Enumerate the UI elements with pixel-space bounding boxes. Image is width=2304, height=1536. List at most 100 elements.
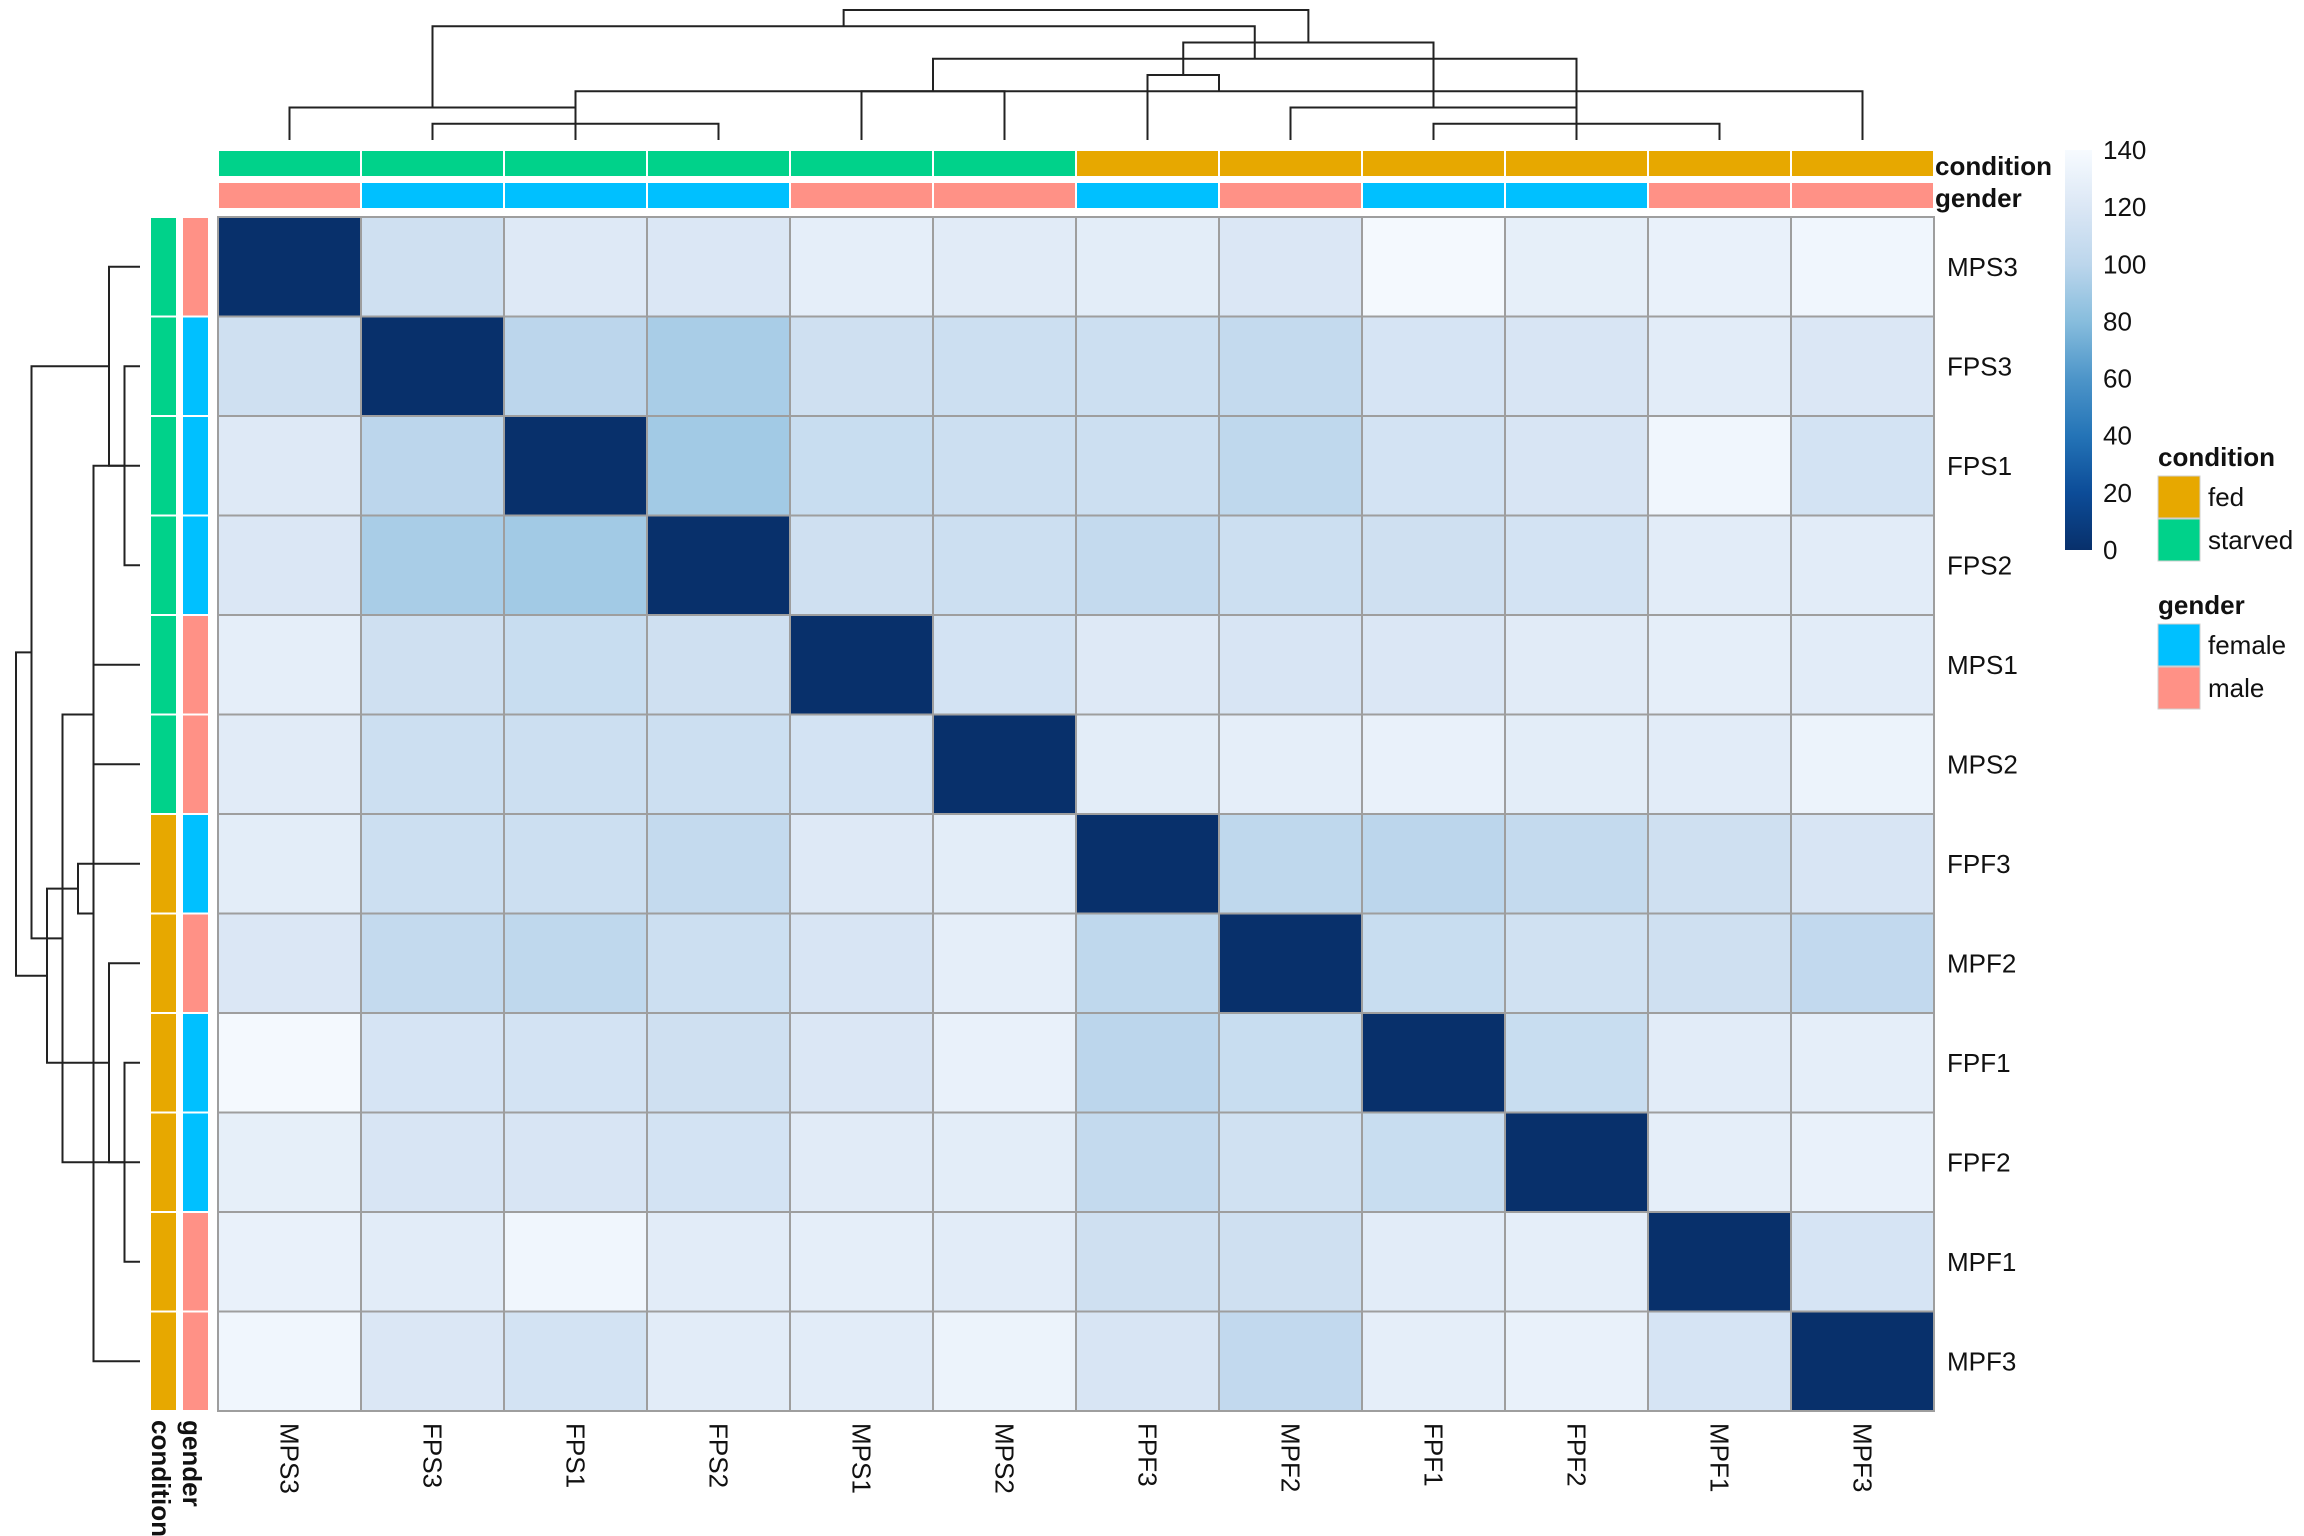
condition-row-anno-title: condition (146, 1420, 176, 1536)
heatmap-cell (1361, 415, 1506, 517)
condition-row-anno-cell (149, 1211, 178, 1313)
heatmap-cell (217, 1012, 362, 1114)
heatmap-cell (646, 514, 791, 616)
heatmap-cell (1790, 1211, 1935, 1313)
heatmap-cell (503, 713, 648, 815)
color-scale-legend: 0 20 40 60 80 100 120 140 (2065, 135, 2146, 565)
heatmap-cell (1361, 315, 1506, 417)
gender-column-anno-cell (646, 181, 791, 210)
row-label: MPS2 (1947, 749, 2018, 779)
heatmap-cell (1504, 1012, 1649, 1114)
heatmap-cell (360, 415, 505, 517)
heatmap-cell (217, 813, 362, 915)
condition-row-anno-cell (149, 1310, 178, 1412)
color-scale-tick-label: 80 (2103, 306, 2132, 336)
heatmap-cell (789, 514, 934, 616)
heatmap-cell (1218, 1310, 1363, 1412)
heatmap-cell (1075, 1310, 1220, 1412)
heatmap-cell (360, 1211, 505, 1313)
heatmap-cell (789, 415, 934, 517)
heatmap-cell (932, 514, 1077, 616)
gender-column-anno-cell (217, 181, 362, 210)
heatmap-cell (1218, 1111, 1363, 1213)
heatmap-cell (1790, 614, 1935, 716)
gender-column-anno-cell (1504, 181, 1649, 210)
heatmap-cell (360, 1012, 505, 1114)
gender-row-anno-cell (181, 1310, 210, 1412)
heatmap-cell (503, 1310, 648, 1412)
heatmap-cell (789, 813, 934, 915)
heatmap-cell (1218, 514, 1363, 616)
heatmap-cell (646, 315, 791, 417)
heatmap-cell (1647, 912, 1792, 1014)
heatmap-cell (646, 912, 791, 1014)
heatmap-cell (360, 912, 505, 1014)
heatmap-cell (503, 1211, 648, 1313)
heatmap-cell (932, 1012, 1077, 1114)
column-dendrogram-branch (842, 9, 1310, 43)
row-dendrogram-branch (15, 651, 47, 977)
gender-column-anno-title: gender (1935, 183, 2022, 213)
heatmap-cell (217, 1211, 362, 1313)
heatmap-cell (1504, 912, 1649, 1014)
heatmap-cell (646, 813, 791, 915)
heatmap-cell (217, 315, 362, 417)
gender-row-anno-cell (181, 1211, 210, 1313)
condition-row-anno-cell (149, 415, 178, 517)
heatmap-cell (1361, 614, 1506, 716)
heatmap-cell (1504, 1310, 1649, 1412)
column-label: MPS1 (847, 1423, 877, 1494)
heatmap-cell (360, 1310, 505, 1412)
heatmap-cell (217, 415, 362, 517)
condition-column-anno-cell (646, 149, 791, 178)
heatmap-cell (1075, 813, 1220, 915)
heatmap-cell (932, 912, 1077, 1014)
condition-legend: condition fed starved (2157, 442, 2293, 562)
condition-row-anno-cell (149, 216, 178, 318)
column-label: MPF1 (1705, 1423, 1735, 1492)
heatmap-cell (1647, 614, 1792, 716)
heatmap-cell (1075, 415, 1220, 517)
heatmap-cell (1790, 514, 1935, 616)
heatmap-cell (789, 315, 934, 417)
gender-column-anno-cell (1647, 181, 1792, 210)
gender-legend-label: male (2208, 673, 2264, 703)
heatmap-cell (932, 713, 1077, 815)
gender-row-anno-cell (181, 1111, 210, 1213)
heatmap-cell (1361, 1012, 1506, 1114)
heatmap-cell (1218, 315, 1363, 417)
condition-column-anno-cell (1790, 149, 1935, 178)
gender-column-anno-cell (1218, 181, 1363, 210)
heatmap-cell (360, 315, 505, 417)
row-dendrogram-branch (92, 663, 140, 766)
heatmap-cell (1218, 415, 1363, 517)
column-label: MPS2 (990, 1423, 1020, 1494)
gender-row-anno-cell (181, 315, 210, 417)
heatmap-cell (1361, 514, 1506, 616)
heatmap-cell (1504, 813, 1649, 915)
heatmap-cell (1361, 1111, 1506, 1213)
row-dendrogram (15, 265, 140, 1363)
heatmap-cell (503, 912, 648, 1014)
heatmap-cell (1790, 813, 1935, 915)
condition-legend-label: fed (2208, 482, 2244, 512)
row-label: MPS1 (1947, 650, 2018, 680)
condition-column-anno-cell (360, 149, 505, 178)
condition-column-anno-cell (503, 149, 648, 178)
heatmap-cell (1218, 912, 1363, 1014)
heatmap-cell (217, 614, 362, 716)
heatmap-cell (1790, 315, 1935, 417)
heatmap-cell (1075, 1111, 1220, 1213)
heatmap-cell (789, 216, 934, 318)
row-annotations (149, 216, 210, 1412)
color-scale-tick-label: 0 (2103, 535, 2117, 565)
heatmap-cell (1075, 713, 1220, 815)
heatmap-cell (1647, 216, 1792, 318)
heatmap-cell (1790, 713, 1935, 815)
condition-column-anno-cell (1075, 149, 1220, 178)
column-label: FPS1 (561, 1423, 591, 1488)
heatmap-cell (932, 813, 1077, 915)
row-dendrogram-branch (92, 464, 140, 1363)
heatmap-cell (1361, 216, 1506, 318)
condition-column-anno-cell (217, 149, 362, 178)
